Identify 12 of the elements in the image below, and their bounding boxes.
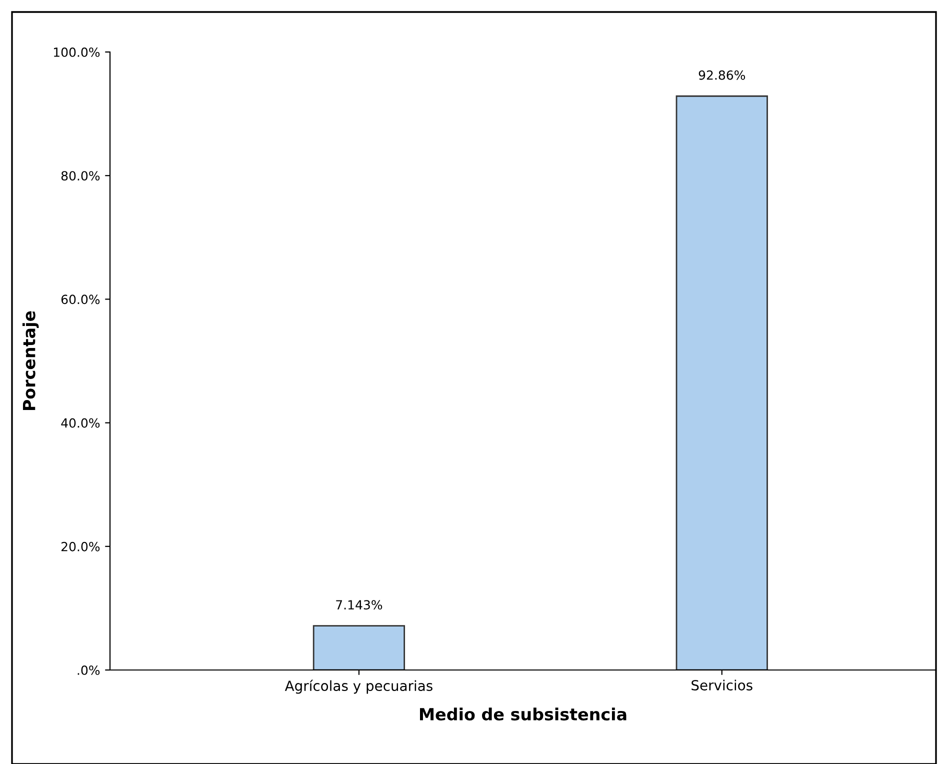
x-tick-label: Servicios (692, 680, 752, 690)
y-tick-label: 20.0% (61, 542, 100, 552)
data-label: 7.143% (336, 600, 382, 610)
y-tick-label: .0% (78, 665, 100, 675)
y-tick-label: 40.0% (61, 418, 100, 428)
data-label: 92.86% (698, 70, 746, 80)
y-tick-label: 60.0% (61, 294, 100, 304)
y-axis-title: Porcentaje (22, 311, 39, 410)
x-tick-label: Agrícolas y pecuarias (284, 680, 432, 694)
x-axis-title: Medio de subsistencia (420, 708, 626, 721)
y-tick-label: 100.0% (54, 47, 100, 57)
y-tick-label: 80.0% (61, 171, 100, 181)
